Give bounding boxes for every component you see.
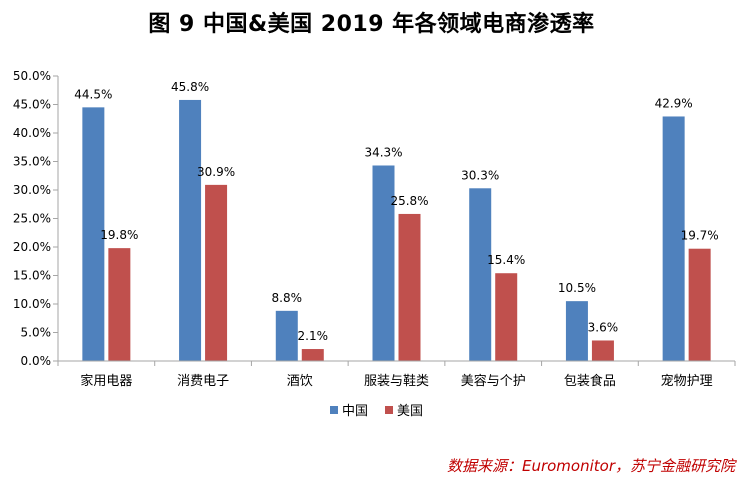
bar-usa	[205, 184, 228, 361]
data-label-usa: 15.4%	[487, 253, 525, 267]
data-label-usa: 3.6%	[588, 320, 619, 334]
y-tick-label: 0.0%	[21, 354, 52, 368]
x-axis: 家用电器 消费电子 酒饮 服装与鞋类 美容与个护 包装食品 宠物护理	[57, 360, 736, 389]
y-tick-label: 30.0%	[13, 183, 51, 197]
x-category-label: 家用电器	[80, 373, 132, 389]
legend-label-usa: 美国	[397, 404, 423, 419]
bar-china	[372, 165, 395, 361]
bar-usa	[688, 248, 711, 361]
data-label-china: 45.8%	[171, 80, 209, 94]
data-label-china: 42.9%	[655, 96, 693, 110]
x-category-label: 美容与个护	[461, 373, 526, 389]
data-label-usa: 30.9%	[197, 165, 235, 179]
y-tick-label: 5.0%	[21, 326, 52, 340]
data-label-china: 8.8%	[272, 291, 303, 305]
bars: 44.5% 19.8% 45.8% 30.9% 8.8% 2.1% 34.3% 25.8% 30…	[74, 80, 719, 361]
bar-china	[179, 99, 202, 361]
data-label-usa: 25.8%	[390, 194, 428, 208]
y-tick-label: 20.0%	[13, 240, 51, 254]
bar-usa	[591, 340, 614, 361]
chart-title: 图 9 中国&美国 2019 年各领域电商渗透率	[148, 12, 595, 37]
bar-china	[662, 116, 685, 361]
bar-usa	[301, 349, 324, 361]
legend-swatch-china	[330, 406, 338, 414]
x-category-label: 宠物护理	[661, 373, 713, 389]
data-label-china: 44.5%	[74, 87, 112, 101]
y-tick-label: 25.0%	[13, 212, 51, 226]
bar-usa	[108, 248, 131, 361]
y-tick-label: 10.0%	[13, 297, 51, 311]
x-category-label: 酒饮	[287, 374, 313, 389]
y-axis: 0.0% 5.0% 10.0% 15.0% 20.0% 25.0% 30.0% 35.0% 40…	[13, 69, 59, 368]
y-tick-label: 45.0%	[13, 98, 51, 112]
bar-china	[275, 310, 298, 361]
data-label-china: 34.3%	[364, 145, 402, 159]
bar-usa	[495, 273, 518, 361]
legend-swatch-usa	[385, 406, 393, 414]
y-tick-label: 15.0%	[13, 269, 51, 283]
data-label-usa: 19.7%	[681, 229, 719, 243]
bar-china	[565, 301, 588, 361]
x-category-label: 消费电子	[177, 374, 229, 389]
source-note: 数据来源：Euromonitor，苏宁金融研究院	[446, 457, 735, 475]
data-label-usa: 19.8%	[100, 228, 138, 242]
y-tick-label: 50.0%	[13, 69, 51, 83]
data-label-china: 30.3%	[461, 168, 499, 182]
y-tick-label: 35.0%	[13, 155, 51, 169]
y-tick-label: 40.0%	[13, 126, 51, 140]
x-category-label: 服装与鞋类	[364, 373, 429, 389]
data-label-china: 10.5%	[558, 281, 596, 295]
bar-china	[82, 107, 105, 361]
bar-china	[469, 188, 492, 361]
bar-usa	[398, 213, 421, 361]
x-category-label: 包装食品	[564, 373, 616, 389]
data-label-usa: 2.1%	[298, 329, 329, 343]
legend: 中国 美国	[330, 404, 423, 419]
legend-label-china: 中国	[342, 404, 368, 419]
